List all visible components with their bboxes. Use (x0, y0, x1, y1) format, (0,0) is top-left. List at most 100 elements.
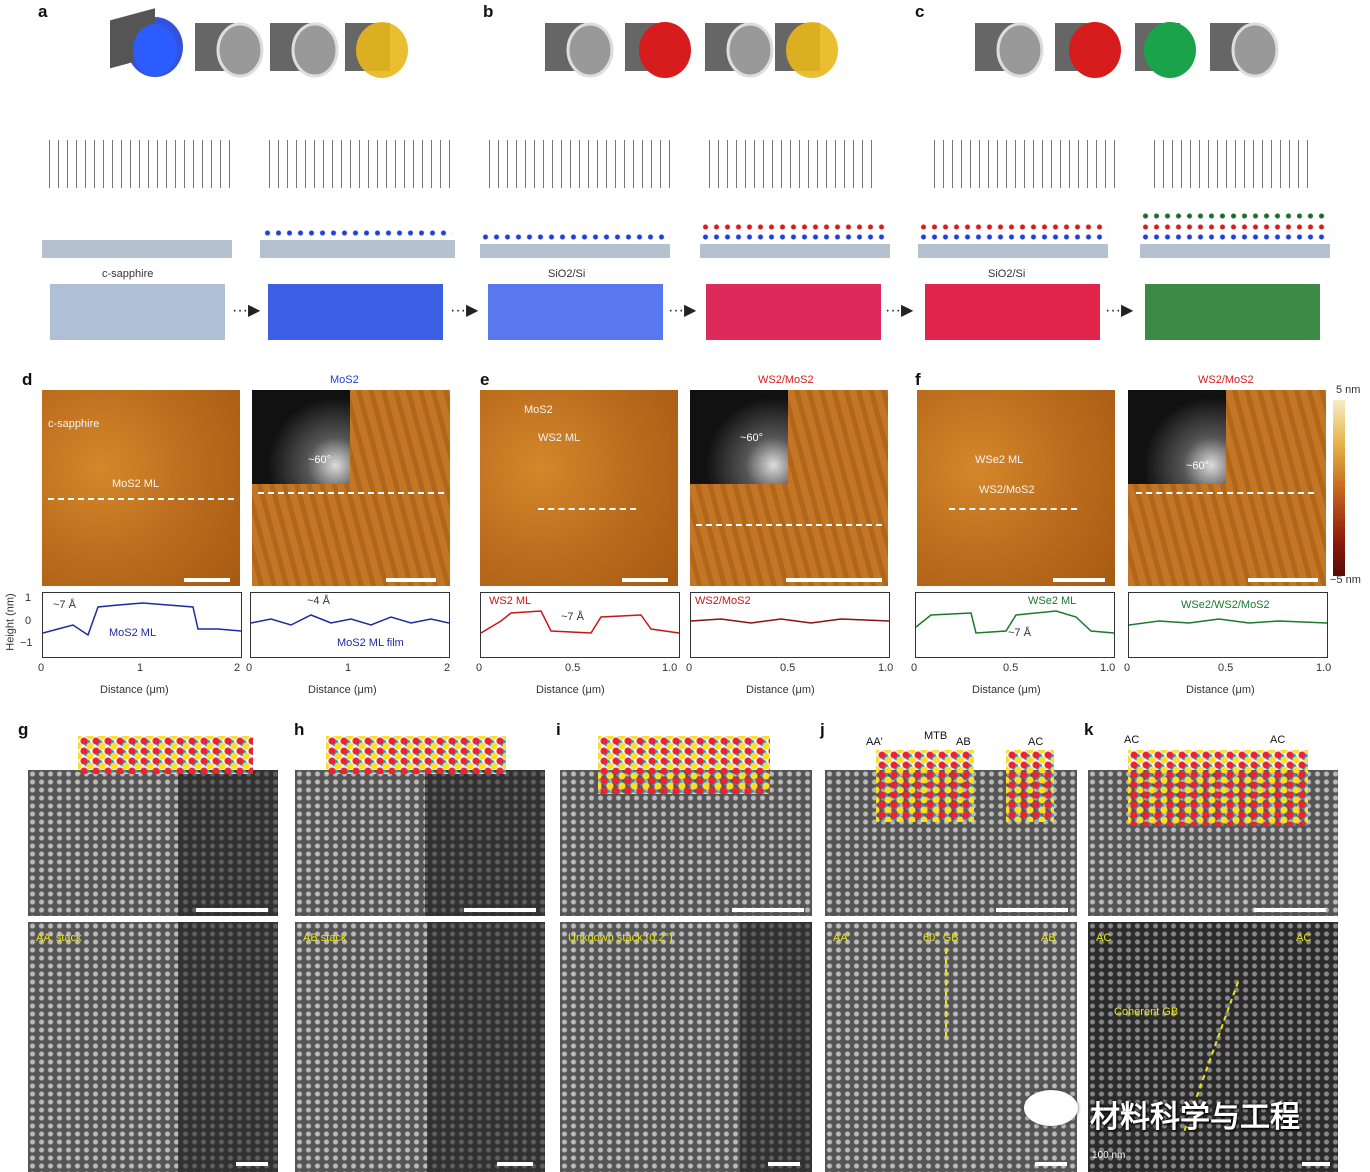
wave-a1 (45, 140, 235, 188)
wave-b1 (485, 140, 675, 188)
profile-plot-e1: WS2 ML ~7 Å (480, 592, 680, 658)
layer-b2-blue (700, 234, 890, 240)
tube-green-icon (1135, 22, 1196, 78)
scale-bar (622, 578, 668, 582)
stack-label: AC (1124, 734, 1140, 746)
substrate-label-a: c-sapphire (102, 268, 154, 280)
xtick: 0.5 (565, 662, 581, 674)
afm-title-d2: MoS2 (330, 374, 359, 386)
angle-label: ~60° (1186, 460, 1210, 472)
layer-c2-red (1140, 224, 1330, 230)
diffraction-inset: ~60° (690, 390, 788, 484)
profile-trace (42, 602, 242, 637)
wave-a2 (265, 140, 455, 188)
panel-label-e: e (480, 370, 490, 389)
wave-b2 (705, 140, 880, 188)
afm-annotation: WSe2 ML (975, 454, 1024, 466)
substrate-a1 (42, 240, 232, 258)
panel-label-d: d (22, 370, 33, 389)
profile-series-label: WSe2 ML (1028, 595, 1077, 607)
profile-plot-f1: WSe2 ML ~7 Å (915, 592, 1115, 658)
scale-bar (1302, 1162, 1330, 1166)
grain-boundary-line (945, 948, 947, 1038)
profile-annotation: ~7 Å (1008, 627, 1031, 639)
tube-gray-icon (195, 22, 264, 78)
xtick: 2 (234, 662, 241, 674)
atomic-model (326, 736, 506, 774)
optical-a1 (50, 284, 225, 340)
tube-gray-icon (545, 22, 614, 78)
watermark-text: 材料科学与工程 (1090, 1100, 1300, 1135)
angle-label: ~60° (740, 432, 764, 444)
arrow-icon: ···▶ (232, 302, 261, 319)
afm-annotation: MoS2 (524, 404, 553, 416)
profile-series-label: WS2 ML (489, 595, 532, 607)
optical-a2 (268, 284, 443, 340)
substrate-b2 (700, 244, 890, 258)
profile-line (538, 508, 636, 510)
ytick: 1 (25, 592, 32, 604)
xtick: 1 (345, 662, 352, 674)
xaxis-title: Distance (μm) (972, 684, 1041, 696)
profile-line (696, 524, 882, 526)
afm-annotation: c-sapphire (48, 418, 100, 430)
afm-annotation: WS2 ML (538, 432, 581, 444)
scale-bar (786, 578, 882, 582)
scale-bar (386, 578, 436, 582)
atomic-model (876, 750, 974, 822)
profile-line (258, 492, 444, 494)
afm-image-e2: ~60° (690, 390, 888, 586)
afm-title-e2: WS2/MoS2 (758, 374, 814, 386)
scale-bar (236, 1162, 268, 1166)
profile-annotation: ~7 Å (53, 599, 76, 611)
xtick: 0.5 (1218, 662, 1234, 674)
xtick: 1 (137, 662, 144, 674)
colorbar (1333, 400, 1345, 576)
stack-label: AC (1028, 736, 1044, 748)
afm-annotation: WS2/MoS2 (979, 484, 1035, 496)
profile-plot-f2: WSe2/WS2/MoS2 (1128, 592, 1328, 658)
xaxis-title: Distance (μm) (100, 684, 169, 696)
layer-c2-green (1140, 213, 1330, 219)
substrate-label-b: SiO2/Si (548, 268, 586, 280)
tube-blue-icon (110, 8, 183, 77)
stack-type-label: AA' stack (36, 932, 82, 944)
wave-c2 (1150, 140, 1315, 188)
profile-annotation: ~7 Å (561, 611, 584, 623)
scale-bar (1254, 908, 1326, 912)
stem-bottom-i: Unknown stack (0.2°) (560, 922, 812, 1172)
arrow-icon: ···▶ (1105, 302, 1134, 319)
profile-series-label: MoS2 ML (109, 627, 157, 639)
xtick: 0 (476, 662, 483, 674)
colorbar-bottom-label: −5 nm (1330, 574, 1361, 586)
afm-image-d2: ~60° (252, 390, 450, 586)
afm-annotation: MoS2 ML (112, 478, 160, 490)
dark-region (427, 922, 545, 1172)
profile-plot-d1: ~7 Å MoS2 ML (42, 592, 242, 658)
afm-image-f1: WSe2 ML WS2/MoS2 (917, 390, 1115, 586)
profile-series-label: WSe2/WS2/MoS2 (1181, 599, 1270, 611)
diffraction-inset: ~60° (252, 390, 350, 484)
tube-yellow-icon (345, 22, 408, 78)
xtick: 0.5 (780, 662, 796, 674)
profile-trace (250, 614, 450, 626)
stack-label: AB (956, 736, 971, 748)
tube-gray-icon (705, 22, 774, 78)
tubes-c (975, 22, 1279, 78)
scale-bar (732, 908, 804, 912)
stack-type-label: AC (1096, 932, 1112, 944)
tube-red-icon (1055, 22, 1121, 78)
scale-bar (768, 1162, 800, 1166)
arrow-icon: ···▶ (450, 302, 479, 319)
profile-line (48, 498, 234, 500)
tubes-a (110, 8, 408, 78)
layer-c1-blue (918, 234, 1108, 240)
panel-label-c: c (915, 2, 925, 21)
ytick: −1 (20, 637, 33, 649)
stem-top-i (560, 770, 812, 916)
ytick: 0 (25, 615, 32, 627)
stack-type-label: AA' (833, 932, 850, 944)
xtick: 2 (444, 662, 451, 674)
tube-gray-icon (975, 22, 1044, 78)
scale-bar (996, 908, 1068, 912)
